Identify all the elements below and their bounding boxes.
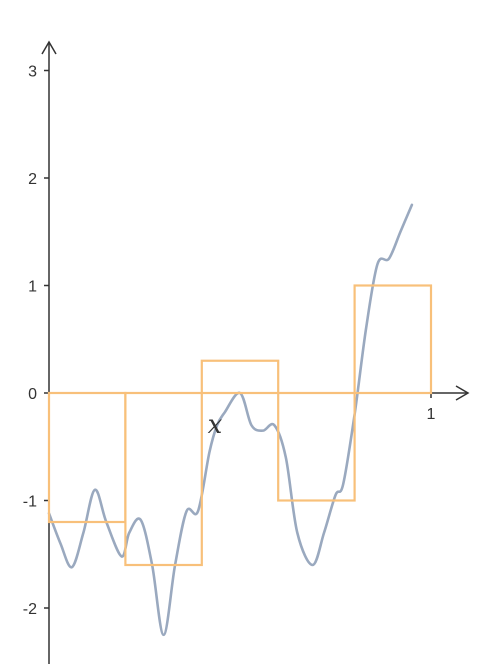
x-tick-label: 1 bbox=[427, 406, 436, 423]
step-bar bbox=[124, 391, 203, 567]
step-bar bbox=[200, 359, 280, 395]
series-layer bbox=[47, 203, 433, 637]
function-curve bbox=[47, 203, 414, 637]
x-axis-label: x bbox=[208, 410, 223, 440]
y-tick-label: -2 bbox=[23, 601, 37, 618]
step-bar bbox=[47, 391, 127, 524]
y-tick-label: -1 bbox=[23, 494, 37, 511]
y-tick-label: 3 bbox=[28, 64, 37, 81]
step-bar bbox=[277, 391, 356, 502]
y-ticks: 3 2 1 0 -1 -2 bbox=[23, 64, 49, 618]
step-bar bbox=[353, 284, 433, 395]
step-function bbox=[47, 284, 433, 567]
x-ticks: 1 bbox=[427, 393, 436, 423]
y-tick-label: 2 bbox=[28, 171, 37, 188]
y-tick-label: 0 bbox=[28, 386, 37, 403]
x-axis-arrow bbox=[455, 385, 470, 401]
y-axis-arrow bbox=[41, 40, 57, 55]
y-tick-label: 1 bbox=[28, 279, 37, 296]
